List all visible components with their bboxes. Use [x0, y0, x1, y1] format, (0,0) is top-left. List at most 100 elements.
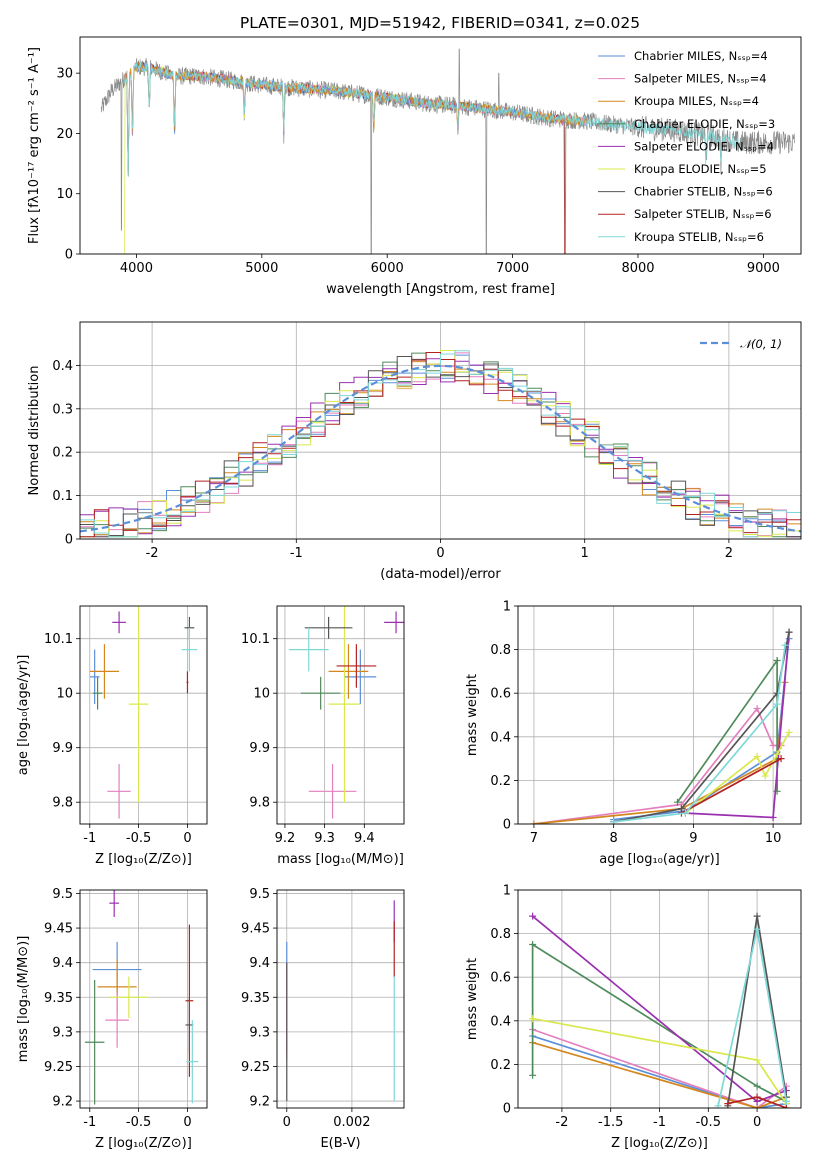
x-tick-label: 9.4 — [354, 831, 375, 846]
model-spectrum-line — [123, 62, 589, 177]
x-tick-label: 0.002 — [333, 1115, 370, 1130]
mass-vs-z-frame — [79, 889, 208, 1109]
age-vs-mass-frame — [276, 605, 405, 825]
mass-weight-marker — [673, 798, 681, 806]
y-tick-label: 0.4 — [52, 359, 73, 374]
y-axis-label: Normed distribution — [27, 366, 42, 496]
weight-vs-age-panel: 7 8 9 10 0 0.2 0.4 0.6 0.8 1 age [log₁₀(age/yr)] ma… — [465, 600, 802, 867]
mass-weight-marker — [529, 1015, 537, 1023]
x-axis-label: mass [log₁₀(M/M⊙)] — [277, 852, 404, 867]
mass-weight-marker — [777, 755, 785, 763]
x-axis-label: (data-model)/error — [380, 567, 501, 582]
x-tick-label: -1 — [653, 1115, 666, 1130]
mass-weight-line — [613, 645, 786, 823]
x-tick-label: 9.2 — [275, 831, 296, 846]
mass-weight-marker — [724, 1100, 732, 1108]
x-tick-label: 0 — [283, 1115, 291, 1130]
weight-vs-age-plot-area — [530, 628, 793, 824]
mass-weight-marker — [529, 941, 537, 948]
x-tick-label: -1 — [290, 546, 303, 561]
y-tick-label: 9.4 — [52, 956, 73, 971]
x-tick-label: -2 — [146, 546, 159, 561]
y-tick-label: 0.1 — [52, 489, 73, 504]
y-tick-label: 9.25 — [44, 1060, 73, 1075]
mass-weight-marker — [785, 728, 793, 736]
x-tick-label: -1 — [83, 1115, 96, 1130]
mass-weight-line — [717, 929, 788, 1106]
y-tick-label: 0.6 — [490, 687, 511, 702]
x-axis-label: age [log₁₀(age/yr)] — [599, 852, 720, 867]
gaussian-curve — [80, 364, 801, 533]
mass-weight-marker — [753, 912, 761, 920]
y-tick-label: 0.8 — [490, 643, 511, 658]
mass-weight-marker — [769, 742, 777, 750]
mass-weight-marker — [530, 820, 538, 824]
mass-vs-ebv-plot-area — [286, 900, 395, 1102]
x-tick-label: 7 — [530, 831, 538, 846]
y-tick-label: 9.9 — [249, 741, 270, 756]
mass-weight-marker — [753, 925, 761, 933]
mass-weight-marker — [753, 752, 761, 760]
weight-vs-z-frame — [517, 889, 802, 1109]
histogram-step — [80, 356, 801, 538]
x-axis-label: wavelength [Angstrom, rest frame] — [326, 282, 555, 297]
mass-weight-marker — [781, 641, 789, 649]
x-tick-label: 1 — [581, 546, 589, 561]
legend-label: Salpeter STELIB, Nₛₛₚ=6 — [634, 207, 772, 221]
mass-weight-marker — [782, 1104, 790, 1108]
x-tick-label: 0 — [183, 1115, 191, 1130]
mass-vs-ebv-frame — [276, 889, 405, 1109]
age-vs-mass-plot-area — [288, 606, 404, 819]
x-tick-label: 0 — [753, 1115, 761, 1130]
mass-weight-marker — [681, 809, 689, 817]
y-tick-label: 10 — [253, 687, 270, 702]
spectrum-plot-area — [100, 48, 795, 254]
y-tick-label: 9.2 — [249, 1095, 270, 1110]
histogram-step — [80, 350, 801, 538]
plot-layer: 4000 5000 6000 7000 8000 90000102030wavelengt… — [16, 36, 802, 1151]
y-tick-label: 0.2 — [490, 774, 511, 789]
legend-label: Salpeter ELODIE, Nₛₛₚ=4 — [634, 139, 774, 153]
y-tick-label: 9.35 — [241, 991, 270, 1006]
y-tick-label: 0.2 — [52, 446, 73, 461]
mass-weight-line — [680, 757, 782, 814]
y-tick-label: 9.35 — [44, 991, 73, 1006]
mass-vs-z-panel: -1 -0.5 0 9.2 9.25 9.3 9.35 9.4 9.45 9.5 Z [log₁₀(… — [16, 887, 208, 1151]
mass-weight-marker — [529, 912, 537, 920]
weight-vs-z-panel: -2 -1.5 -1 -0.5 0 0 0.2 0.4 0.6 0.8 1 Z [log₁₀(Z/Z⊙… — [465, 884, 802, 1151]
legend-label: 𝒩(0, 1) — [740, 337, 782, 351]
y-tick-label: 20 — [56, 127, 73, 142]
mass-weight-marker — [753, 1104, 761, 1108]
legend-label: Salpeter MILES, Nₛₛₚ=4 — [634, 72, 767, 86]
mass-weight-marker — [753, 1093, 761, 1101]
mass-weight-marker — [782, 1097, 790, 1105]
residuals-panel: -2 -1 0 1 2 0 0.1 0.2 0.3 0.4 (data-model)/error No… — [27, 321, 802, 582]
residuals-plot-area — [80, 350, 801, 538]
residuals-frame — [79, 321, 802, 540]
legend-label: Kroupa ELODIE, Nₛₛₚ=5 — [634, 162, 767, 176]
x-tick-label: -2 — [555, 1115, 568, 1130]
y-tick-label: 9.8 — [52, 796, 73, 811]
y-tick-label: 0.3 — [52, 402, 73, 417]
y-axis-label: mass weight — [465, 674, 480, 756]
y-tick-label: 10 — [56, 687, 73, 702]
mass-weight-marker — [773, 657, 781, 664]
y-tick-label: 0.4 — [490, 1014, 511, 1029]
x-tick-label: 0 — [436, 546, 444, 561]
x-tick-label: 6000 — [371, 261, 404, 276]
mass-weight-marker — [753, 704, 761, 712]
y-tick-label: 9.5 — [249, 887, 270, 902]
legend-label: Chabrier ELODIE, Nₛₛₚ=3 — [634, 117, 775, 131]
mass-weight-marker — [714, 1102, 722, 1108]
x-tick-label: 9.3 — [314, 831, 335, 846]
age-vs-z-panel: -1 -0.5 0 9.8 9.9 10 10.1 Z [log₁₀(Z/Z⊙)] age [l… — [16, 605, 208, 867]
y-tick-label: 9.2 — [52, 1095, 73, 1110]
mass-weight-marker — [753, 1056, 761, 1064]
y-tick-label: 10.1 — [241, 632, 270, 647]
y-tick-label: 9.3 — [52, 1025, 73, 1040]
mass-vs-z-plot-area — [84, 890, 199, 1105]
y-tick-label: 10 — [56, 187, 73, 202]
x-axis-label: Z [log₁₀(Z/Z⊙)] — [95, 1136, 192, 1151]
x-axis-label: E(B-V) — [320, 1136, 360, 1151]
